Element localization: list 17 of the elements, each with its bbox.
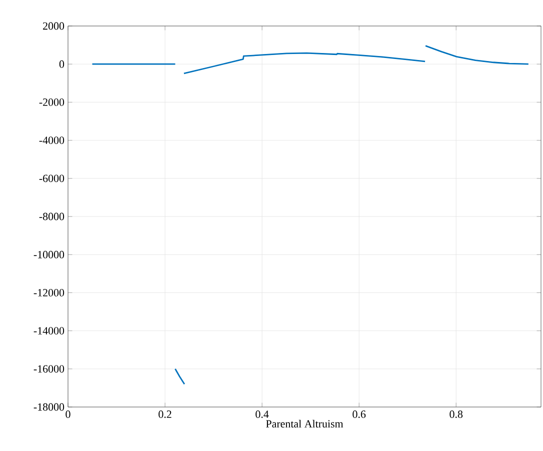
y-tick-label: -18000 [34, 403, 64, 411]
y-tick-label: -14000 [34, 327, 64, 334]
y-tick-label: -2000 [39, 98, 64, 106]
y-tick-label: -6000 [39, 174, 64, 182]
y-tick-label: -8000 [39, 212, 64, 220]
y-tick-label: -16000 [34, 365, 64, 373]
y-tick-label: 2000 [43, 22, 64, 30]
x-tick-label: 0.4 [256, 410, 269, 418]
y-tick-label: 0 [59, 60, 64, 68]
x-tick-label: 0.6 [352, 410, 366, 418]
y-tick-label: -4000 [39, 136, 64, 144]
y-tick-label: -10000 [34, 250, 64, 258]
x-axis-title: Parental Altruism [266, 420, 344, 428]
x-tick-label: 0.2 [158, 410, 172, 418]
x-tick-label: 0 [66, 410, 70, 418]
y-tick-label: -12000 [34, 289, 64, 296]
x-tick-label: 0.8 [450, 410, 463, 418]
